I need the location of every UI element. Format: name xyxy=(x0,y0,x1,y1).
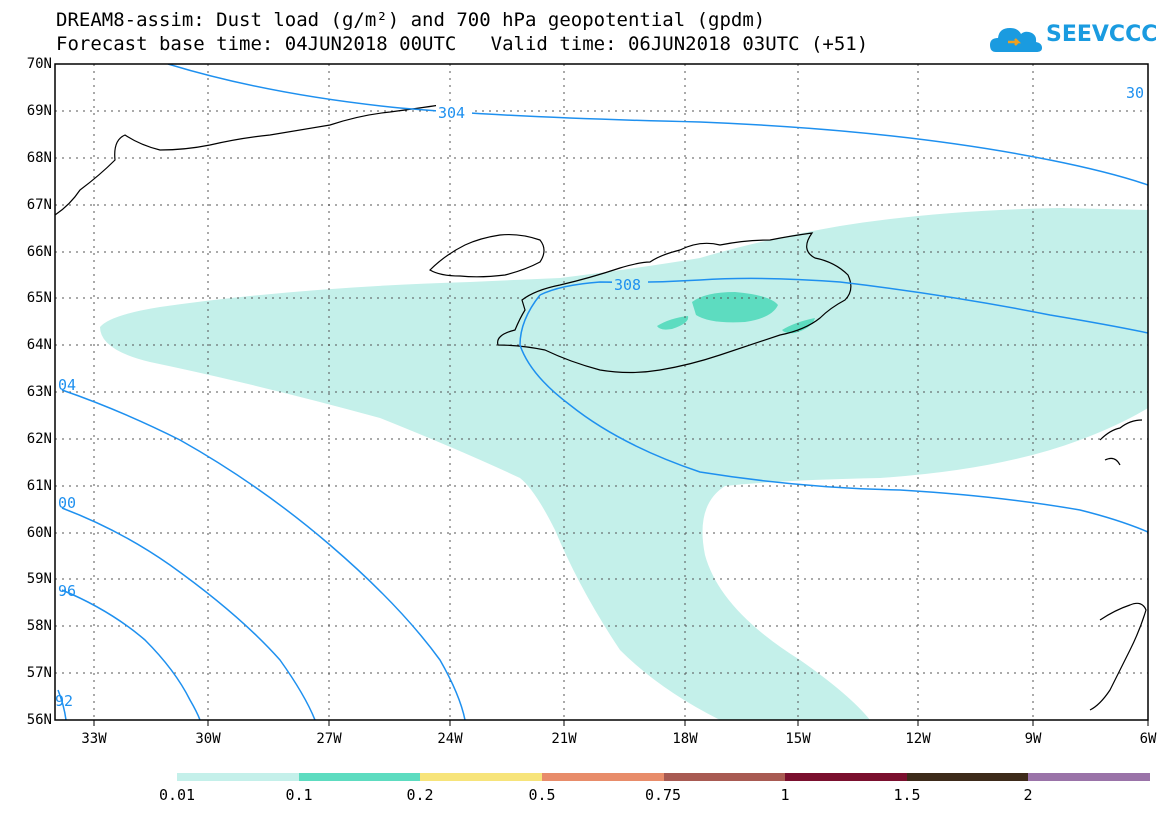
title-line-1: DREAM8-assim: Dust load (g/m²) and 700 h… xyxy=(56,9,766,31)
lat-label: 58N xyxy=(26,618,52,634)
colorbar-label: 0.1 xyxy=(285,786,313,804)
lon-label: 12W xyxy=(905,731,931,747)
colorbar-label: 1 xyxy=(780,786,790,804)
lat-label: 64N xyxy=(26,337,52,353)
colorbar-segment xyxy=(420,773,542,781)
contour-308 xyxy=(519,277,1148,533)
logo-text: SEEVCCC xyxy=(1046,22,1158,47)
colorbar-segment xyxy=(541,773,664,781)
lat-label: 67N xyxy=(26,197,52,213)
geopotential-contours xyxy=(57,64,1148,720)
lat-label: 61N xyxy=(26,478,52,494)
dust-area-light xyxy=(100,208,1148,720)
contour-296-left xyxy=(61,589,201,720)
colorbar-segment xyxy=(906,773,1029,781)
dust-area-medium-2 xyxy=(657,316,689,330)
colorbar-segment xyxy=(177,773,299,781)
lat-label: 68N xyxy=(26,150,52,166)
lat-label: 59N xyxy=(26,571,52,587)
lon-label: 9W xyxy=(1024,731,1042,747)
contour-304-left xyxy=(61,389,466,720)
iceland-westfjords xyxy=(429,233,545,278)
iceland-coast xyxy=(497,232,852,374)
title-line-2: Forecast base time: 04JUN2018 00UTC Vali… xyxy=(56,33,869,55)
contour-label-292-left: 92 xyxy=(55,692,73,710)
lat-label: 60N xyxy=(26,525,52,541)
contour-label-304-left: 04 xyxy=(58,376,76,394)
greenland-coast xyxy=(55,104,441,216)
colorbar-label: 0.5 xyxy=(528,786,556,804)
colorbar-label: 1.5 xyxy=(893,786,921,804)
plot-frame xyxy=(54,63,1149,721)
colorbar-label: 2 xyxy=(1023,786,1033,804)
lat-label: 62N xyxy=(26,431,52,447)
contour-label-304: 304 xyxy=(438,104,465,122)
colorbar-segment xyxy=(663,773,786,781)
lon-label: 27W xyxy=(316,731,342,747)
contour-292-left xyxy=(57,689,67,720)
lon-label: 24W xyxy=(437,731,463,747)
contour-label-308: 308 xyxy=(614,276,641,294)
colorbar xyxy=(177,773,1150,781)
cloud-icon xyxy=(990,28,1042,52)
contour-label-296-left: 96 xyxy=(58,582,76,600)
lon-label: 30W xyxy=(195,731,221,747)
lat-label: 70N xyxy=(26,56,52,72)
lat-label: 69N xyxy=(26,103,52,119)
lon-label: 15W xyxy=(785,731,811,747)
colorbar-segment xyxy=(1028,773,1150,781)
dust-area-medium-3 xyxy=(782,318,815,334)
contour-304 xyxy=(167,64,1148,186)
colorbar-segment xyxy=(785,773,907,781)
lon-label: 18W xyxy=(672,731,698,747)
contour-label-300-left: 00 xyxy=(58,494,76,512)
lon-label: 6W xyxy=(1139,731,1157,747)
lat-label: 57N xyxy=(26,665,52,681)
contour-label-300-top: 30 xyxy=(1126,84,1144,102)
colorbar-label: 0.2 xyxy=(406,786,434,804)
contour-300-left xyxy=(61,507,316,720)
grid-lines xyxy=(55,64,1148,720)
coastlines xyxy=(55,104,1147,711)
lat-label: 65N xyxy=(26,290,52,306)
lat-label: 56N xyxy=(26,712,52,728)
lat-label: 63N xyxy=(26,384,52,400)
dust-area-medium-1 xyxy=(692,292,778,323)
colorbar-segment xyxy=(298,773,421,781)
norway-coast-north xyxy=(1099,419,1143,466)
colorbar-label: 0.75 xyxy=(644,786,682,804)
lat-label: 66N xyxy=(26,244,52,260)
colorbar-label: 0.01 xyxy=(158,786,196,804)
lon-label: 33W xyxy=(81,731,107,747)
lon-label: 21W xyxy=(551,731,577,747)
norway-coast-south xyxy=(1089,602,1147,711)
